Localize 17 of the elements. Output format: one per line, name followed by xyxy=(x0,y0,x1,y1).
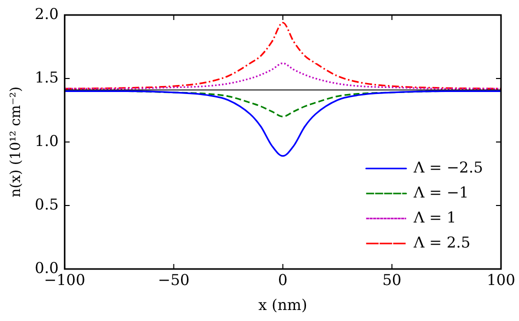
line-series xyxy=(64,22,501,90)
line-series xyxy=(64,90,501,157)
legend-label: Λ = 2.5 xyxy=(412,233,470,252)
y-tick-label: 1.5 xyxy=(34,68,59,86)
legend-label: Λ = −2.5 xyxy=(412,158,484,176)
line-series xyxy=(64,62,501,90)
x-tick-label: 100 xyxy=(486,270,516,289)
y-tick-label: 0.5 xyxy=(34,195,59,214)
y-tick-label: 1.0 xyxy=(34,132,59,150)
x-tick-label: 50 xyxy=(382,270,402,289)
x-tick-label: −50 xyxy=(158,270,190,289)
x-tick-label: 0 xyxy=(278,270,288,289)
legend-label: Λ = −1 xyxy=(412,183,469,202)
y-tick-label: 2.0 xyxy=(34,4,59,23)
y-axis-title: n(x) (10¹² cm⁻²) xyxy=(8,86,24,198)
x-axis-title: x (nm) xyxy=(258,296,308,314)
legend-label: Λ = 1 xyxy=(412,208,456,226)
